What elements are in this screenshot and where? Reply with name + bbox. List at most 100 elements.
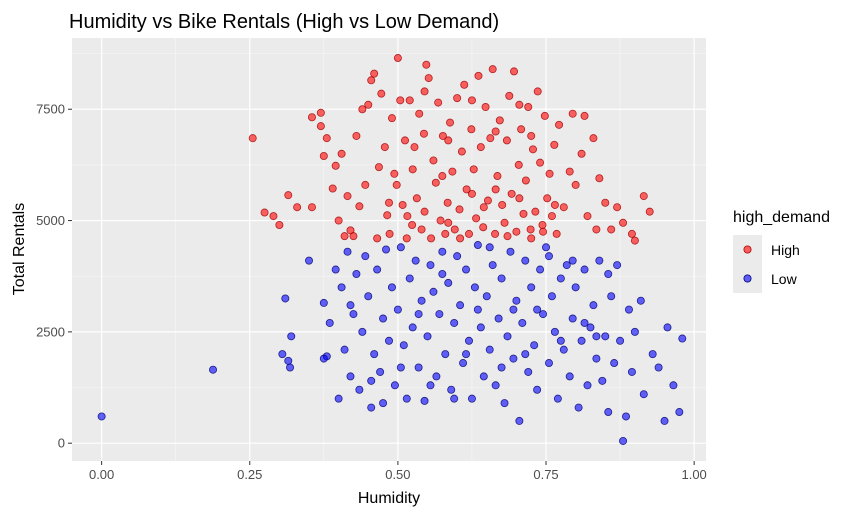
point-high: [434, 98, 443, 107]
data-points: [97, 54, 687, 445]
point-high: [444, 218, 453, 227]
point-high: [476, 143, 485, 152]
point-low: [630, 327, 639, 336]
point-high: [536, 158, 545, 167]
point-low: [479, 372, 488, 381]
point-low: [464, 336, 473, 345]
point-high: [469, 165, 478, 174]
minor-gridlines: [72, 38, 706, 461]
point-high: [630, 236, 639, 245]
point-low: [568, 314, 577, 323]
point-high: [526, 225, 535, 234]
point-high: [436, 216, 445, 225]
point-high: [402, 234, 411, 243]
point-high: [547, 212, 556, 221]
point-low: [473, 241, 482, 250]
point-high: [337, 149, 346, 158]
point-high: [607, 225, 616, 234]
point-low: [547, 292, 556, 301]
point-high: [467, 189, 476, 198]
point-low: [349, 310, 358, 319]
point-low: [648, 350, 657, 359]
point-high: [552, 229, 561, 238]
point-low: [598, 376, 607, 385]
legend-label-low: Low: [771, 271, 798, 287]
point-low: [613, 261, 622, 270]
point-high: [460, 80, 469, 89]
point-high: [441, 229, 450, 238]
point-low: [399, 341, 408, 350]
point-low: [624, 305, 633, 314]
point-low: [426, 261, 435, 270]
point-high: [528, 145, 537, 154]
point-low: [97, 412, 106, 421]
point-low: [420, 396, 429, 405]
point-high: [500, 218, 509, 227]
point-high: [328, 184, 337, 193]
point-low: [604, 408, 613, 417]
point-high: [543, 194, 552, 203]
legend-title: high_demand: [733, 209, 830, 226]
point-low: [331, 265, 340, 274]
point-high: [550, 200, 559, 209]
point-low: [459, 359, 468, 368]
point-high: [385, 229, 394, 238]
point-high: [408, 221, 417, 230]
point-high: [502, 136, 511, 145]
point-high: [405, 96, 414, 105]
legend-marker-high: [743, 245, 752, 254]
y-axis-label: Total Rentals: [11, 203, 28, 296]
point-low: [660, 416, 669, 425]
point-high: [331, 161, 340, 170]
point-low: [542, 243, 551, 252]
point-high: [619, 218, 628, 227]
point-high: [398, 200, 407, 209]
point-high: [343, 192, 352, 201]
point-low: [379, 314, 388, 323]
point-high: [355, 202, 364, 211]
point-low: [544, 359, 553, 368]
point-low: [586, 323, 595, 332]
point-high: [539, 227, 548, 236]
point-low: [485, 243, 494, 252]
point-low: [580, 265, 589, 274]
point-high: [408, 165, 417, 174]
point-high: [512, 227, 521, 236]
point-high: [453, 94, 462, 103]
point-high: [429, 156, 438, 165]
point-high: [392, 180, 401, 189]
point-low: [503, 332, 512, 341]
point-low: [287, 332, 296, 341]
point-low: [556, 336, 565, 345]
point-low: [607, 292, 616, 301]
point-high: [538, 221, 547, 230]
point-high: [462, 185, 471, 194]
point-high: [474, 71, 483, 80]
point-low: [364, 292, 373, 301]
point-high: [361, 180, 370, 189]
point-low: [462, 265, 471, 274]
point-low: [340, 345, 349, 354]
point-high: [540, 111, 549, 120]
point-high: [592, 225, 601, 234]
point-high: [377, 89, 386, 98]
point-low: [411, 256, 420, 265]
point-high: [438, 131, 447, 140]
point-low: [387, 283, 396, 292]
point-low: [355, 385, 364, 394]
point-low: [533, 305, 542, 314]
point-low: [562, 261, 571, 270]
point-low: [467, 394, 476, 403]
point-high: [550, 140, 559, 149]
point-high: [527, 234, 536, 243]
point-high: [531, 207, 540, 216]
point-high: [521, 176, 530, 185]
point-high: [373, 234, 382, 243]
point-high: [533, 87, 542, 96]
point-low: [352, 269, 361, 278]
y-tick-label: 0: [58, 436, 65, 451]
y-tick-label: 2500: [36, 324, 65, 339]
point-high: [515, 100, 524, 109]
point-low: [384, 336, 393, 345]
point-low: [444, 278, 453, 287]
